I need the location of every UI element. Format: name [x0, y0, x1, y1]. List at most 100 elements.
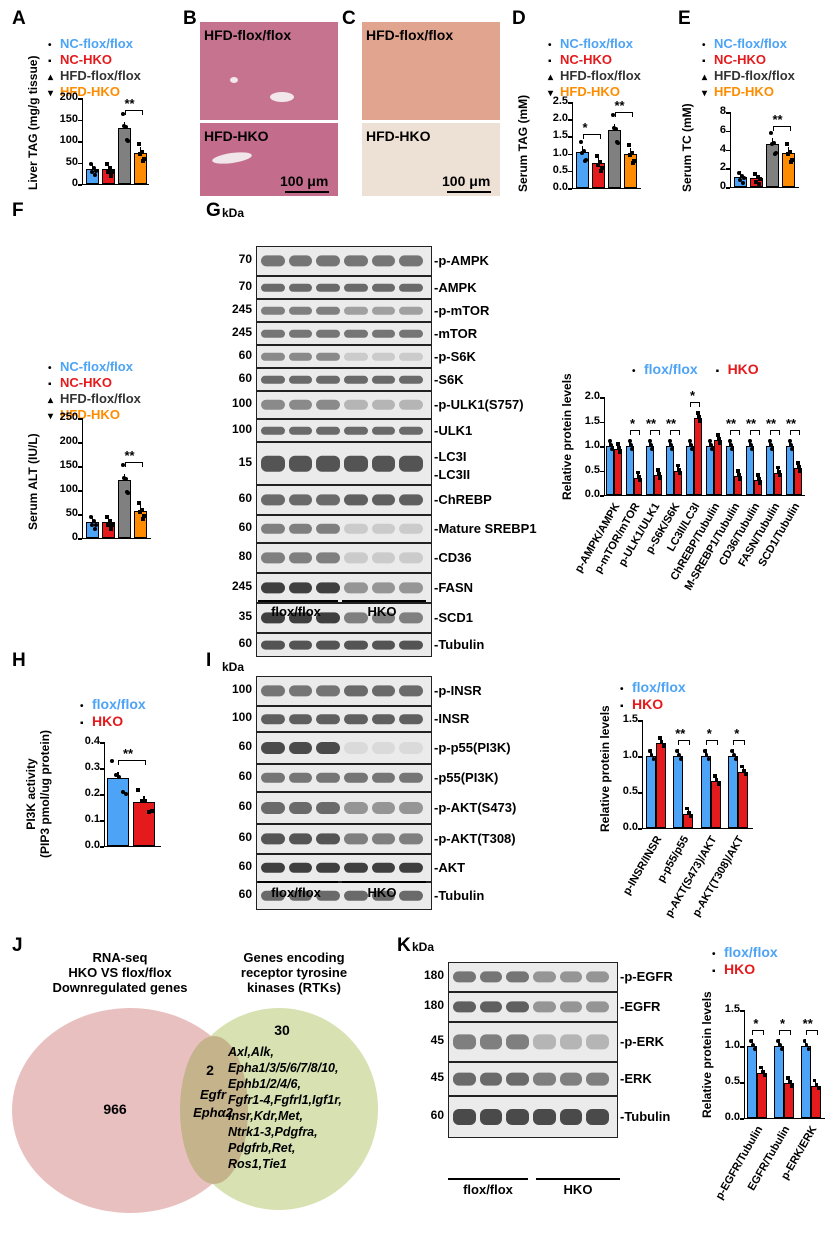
data-point [750, 447, 754, 451]
protein-band [288, 742, 313, 754]
protein-band [261, 582, 285, 594]
protein-band [559, 1001, 583, 1013]
blot-egfr [448, 992, 618, 1022]
significance-label: ** [786, 416, 797, 431]
y-tick [600, 470, 604, 472]
error-bar [737, 469, 739, 477]
histology-b-hko: HFD-HKO 100 μm [200, 123, 338, 196]
panel-label-a: A [12, 8, 26, 29]
protein-band [371, 426, 396, 435]
blot-tubulin [256, 633, 432, 657]
data-point [777, 469, 781, 474]
data-point [126, 138, 130, 143]
blot-name-label: -p-ERK [620, 1034, 665, 1049]
protein-band [261, 399, 285, 411]
y-tick [726, 149, 730, 151]
y-tick [600, 397, 604, 399]
molecular-weight-label: 60 [238, 636, 252, 650]
protein-band [288, 862, 313, 874]
y-tick [568, 170, 572, 173]
protein-band [316, 523, 340, 535]
significance-label: * [706, 726, 712, 741]
y-tick-label: 150 [59, 459, 78, 471]
data-point [676, 463, 680, 467]
scale-bar-c: 100 μm [442, 173, 491, 189]
protein-band [559, 971, 583, 983]
protein-band [399, 640, 423, 650]
protein-band [344, 455, 368, 472]
data-point [778, 473, 782, 478]
venn-left-count: 966 [103, 1101, 127, 1117]
histology-c-hko: HFD-HKO 100 μm [362, 123, 500, 196]
blot-name-label: -SCD1 [434, 610, 474, 625]
data-point [759, 1065, 763, 1070]
blot-p55-pi3k- [256, 764, 432, 792]
data-point [771, 140, 776, 145]
y-tick-label: 50 [65, 155, 78, 168]
data-point [106, 522, 111, 527]
y-tick [78, 98, 82, 100]
data-point [738, 477, 742, 481]
data-point [596, 163, 601, 168]
histology-c-bottom-label: HFD-HKO [366, 128, 431, 144]
y-tick [568, 119, 572, 121]
protein-band [316, 640, 340, 650]
data-point [110, 759, 114, 764]
data-point [146, 810, 151, 815]
blot-name-label: -p-mTOR [434, 302, 490, 318]
data-point [758, 176, 762, 181]
data-point [689, 443, 693, 447]
bar-p-p55-p55-hko [683, 813, 694, 828]
protein-band [453, 971, 476, 983]
error-bar [778, 1039, 780, 1046]
protein-band [261, 375, 285, 384]
y-tick-label: 0.0 [552, 181, 568, 193]
protein-band [506, 1109, 529, 1125]
data-point [729, 443, 733, 447]
panel-label-d: D [512, 8, 526, 29]
protein-band [371, 329, 396, 338]
data-point [688, 439, 692, 443]
error-bar [789, 439, 791, 446]
blot-name-label: -EGFR [620, 999, 661, 1014]
blot-name-label: -mTOR [434, 325, 478, 341]
blot-mature-srebp1 [256, 515, 432, 543]
protein-band [261, 255, 285, 267]
bar-p-ampk-ampk-hko [614, 449, 622, 495]
data-point [110, 169, 114, 174]
data-point [758, 481, 762, 485]
data-point [637, 474, 641, 479]
bar-lc3ii-lc3i-flox [686, 446, 694, 495]
y-tick [638, 720, 642, 722]
data-point [755, 174, 760, 179]
molecular-weight-label: 60 [430, 1108, 444, 1122]
molecular-weight-label: 60 [238, 370, 252, 385]
protein-band [288, 375, 313, 384]
bar-p-akt-s473-akt-hko [710, 781, 721, 828]
protein-band [479, 1001, 503, 1013]
protein-band [344, 306, 368, 315]
data-point [789, 443, 793, 447]
protein-band [371, 306, 396, 315]
protein-band [261, 890, 285, 902]
bar-p-p55-p55-flox [673, 756, 684, 828]
data-point [742, 176, 746, 181]
significance-bracket [630, 430, 640, 435]
significance-label: ** [746, 416, 757, 431]
kda-label-k: kDa [412, 940, 435, 954]
blot-name-label: -ChREBP [434, 492, 492, 507]
x-category-label: p-EGFR/Tubulin [713, 1124, 766, 1202]
blot-name-label: -LC3I -LC3II [434, 448, 471, 482]
y-tick-label: 1.5 [584, 414, 600, 427]
significance-bracket [779, 1030, 791, 1035]
protein-band [371, 802, 396, 814]
y-tick [78, 514, 82, 516]
y-tick [726, 187, 730, 189]
protein-band [559, 1109, 583, 1125]
group-label-i-flox: flox/flox [271, 885, 321, 900]
legend-i: • flox/flox ▪ HKO [620, 679, 686, 712]
protein-band [399, 582, 423, 594]
data-point [785, 142, 789, 147]
data-point [712, 774, 717, 778]
data-point [597, 160, 602, 165]
